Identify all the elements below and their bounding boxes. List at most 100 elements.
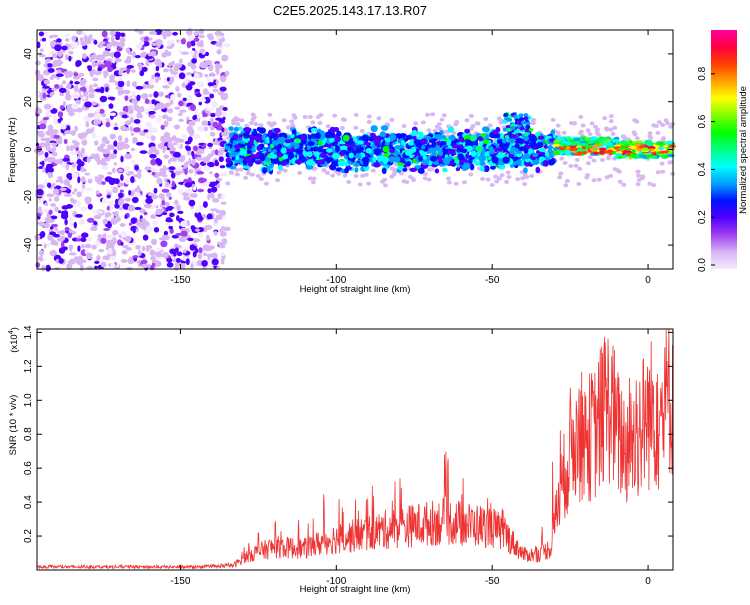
spectrogram-cell [165, 181, 170, 187]
spectrogram-cell [68, 184, 73, 189]
spectrogram-cell [317, 120, 323, 125]
spectrogram-cell [66, 263, 73, 271]
spectrogram-cell [342, 173, 348, 178]
spectrogram-cell [235, 122, 241, 126]
spectrogram-cell [103, 70, 109, 77]
spectrogram-cell [355, 153, 362, 160]
spectrogram-cell [658, 142, 666, 146]
spectrogram-cell [109, 205, 114, 211]
spectrogram-cell [552, 150, 558, 154]
spectrogram-cell [548, 153, 555, 159]
spectrogram-cell [73, 143, 79, 148]
spectrogram-cell [209, 192, 215, 199]
spectrogram-cell [340, 117, 346, 122]
spectrogram-cell [38, 206, 42, 213]
spectrogram-cell [69, 80, 74, 85]
spectrogram-cell [72, 91, 80, 99]
spectrogram-cell [73, 72, 79, 77]
spectrogram-cell [80, 147, 85, 154]
spectrogram-cell [134, 105, 141, 112]
spectrogram-cell [660, 122, 666, 127]
spectrogram-cell [65, 94, 72, 101]
spectrogram-cell [185, 84, 193, 91]
spectrogram-cell [192, 238, 201, 243]
spectrogram-cell [206, 253, 213, 257]
spectrogram-cell [310, 120, 316, 125]
spectrogram-x-tick-label: 0 [645, 275, 651, 286]
spectrogram-cell [53, 233, 60, 238]
spectrogram-cell [51, 142, 58, 147]
spectrogram-cell [278, 164, 283, 171]
spectrogram-cell [190, 63, 197, 70]
spectrogram-cell [140, 94, 147, 98]
spectrogram-cell [163, 154, 169, 159]
spectrogram-cell [591, 158, 597, 163]
spectrogram-cell [215, 36, 223, 39]
spectrogram-cell [612, 141, 617, 146]
spectrogram-cell [166, 77, 170, 82]
spectrogram-cell [177, 188, 183, 195]
spectrogram-cell [333, 127, 340, 132]
spectrogram-cell [193, 73, 200, 80]
spectrogram-cell [310, 180, 316, 185]
spectrogram-cell [184, 140, 191, 145]
spectrogram-cell [331, 141, 338, 147]
spectrogram-cell [405, 150, 413, 156]
spectrogram-cell [207, 193, 211, 201]
spectrogram-cell [218, 244, 226, 249]
spectrogram-cell [73, 188, 78, 193]
spectrogram-cell [133, 188, 142, 193]
spectrogram-cell [168, 166, 176, 171]
spectrogram-cell [43, 31, 49, 35]
spectrogram-cell [264, 157, 270, 163]
spectrogram-cell [547, 145, 554, 150]
spectrogram-cell [79, 80, 86, 87]
spectrogram-cell [134, 55, 141, 59]
spectrogram-cell [85, 121, 90, 128]
spectrogram-cell [441, 113, 447, 118]
spectrogram-cell [132, 81, 137, 88]
spectrogram-cell [54, 241, 59, 246]
spectrogram-cell [156, 172, 163, 177]
spectrogram-cell [39, 123, 47, 130]
spectrogram-cell [59, 187, 67, 191]
spectrogram-cell [198, 247, 203, 254]
spectrogram-cell [175, 86, 180, 92]
spectrogram-cell [51, 74, 57, 79]
spectrogram-cell [135, 244, 141, 250]
spectrogram-cell [130, 147, 136, 152]
spectrogram-y-tick-label: 40 [23, 48, 34, 60]
spectrogram-cell [204, 74, 209, 78]
spectrogram-cell [602, 116, 608, 121]
spectrogram-cell [162, 251, 169, 259]
spectrogram-cell [119, 37, 126, 43]
spectrogram-cell [57, 111, 64, 118]
spectrogram-cell [98, 248, 105, 253]
spectrogram-cell [207, 161, 215, 168]
spectrogram-cell [187, 120, 196, 126]
spectrogram-cell [198, 42, 204, 48]
spectrogram-cell [125, 120, 132, 126]
spectrogram-cell [502, 119, 508, 124]
spectrogram-cell [265, 136, 270, 144]
spectrogram-cell [176, 143, 181, 148]
spectrogram-cell [91, 126, 95, 133]
spectrogram-cell [93, 214, 102, 220]
spectrogram-cell [104, 60, 112, 68]
spectrogram-cell [339, 145, 348, 151]
spectrogram-cell [71, 199, 77, 204]
spectrogram-x-tick-label: -50 [485, 275, 500, 286]
spectrogram-cell [95, 109, 100, 113]
spectrogram-cell [397, 165, 404, 171]
spectrogram-cell [102, 197, 107, 205]
spectrogram-cell [84, 172, 91, 176]
spectrogram-cell [568, 164, 574, 168]
spectrogram-cell [523, 113, 529, 118]
spectrogram-cell [155, 65, 160, 72]
spectrogram-cell [202, 201, 208, 208]
spectrogram-cell [515, 137, 523, 144]
spectrogram-cell [172, 74, 179, 78]
spectrogram-cell [612, 125, 618, 130]
spectrogram-cell [101, 148, 110, 155]
spectrogram-cell [102, 50, 110, 57]
